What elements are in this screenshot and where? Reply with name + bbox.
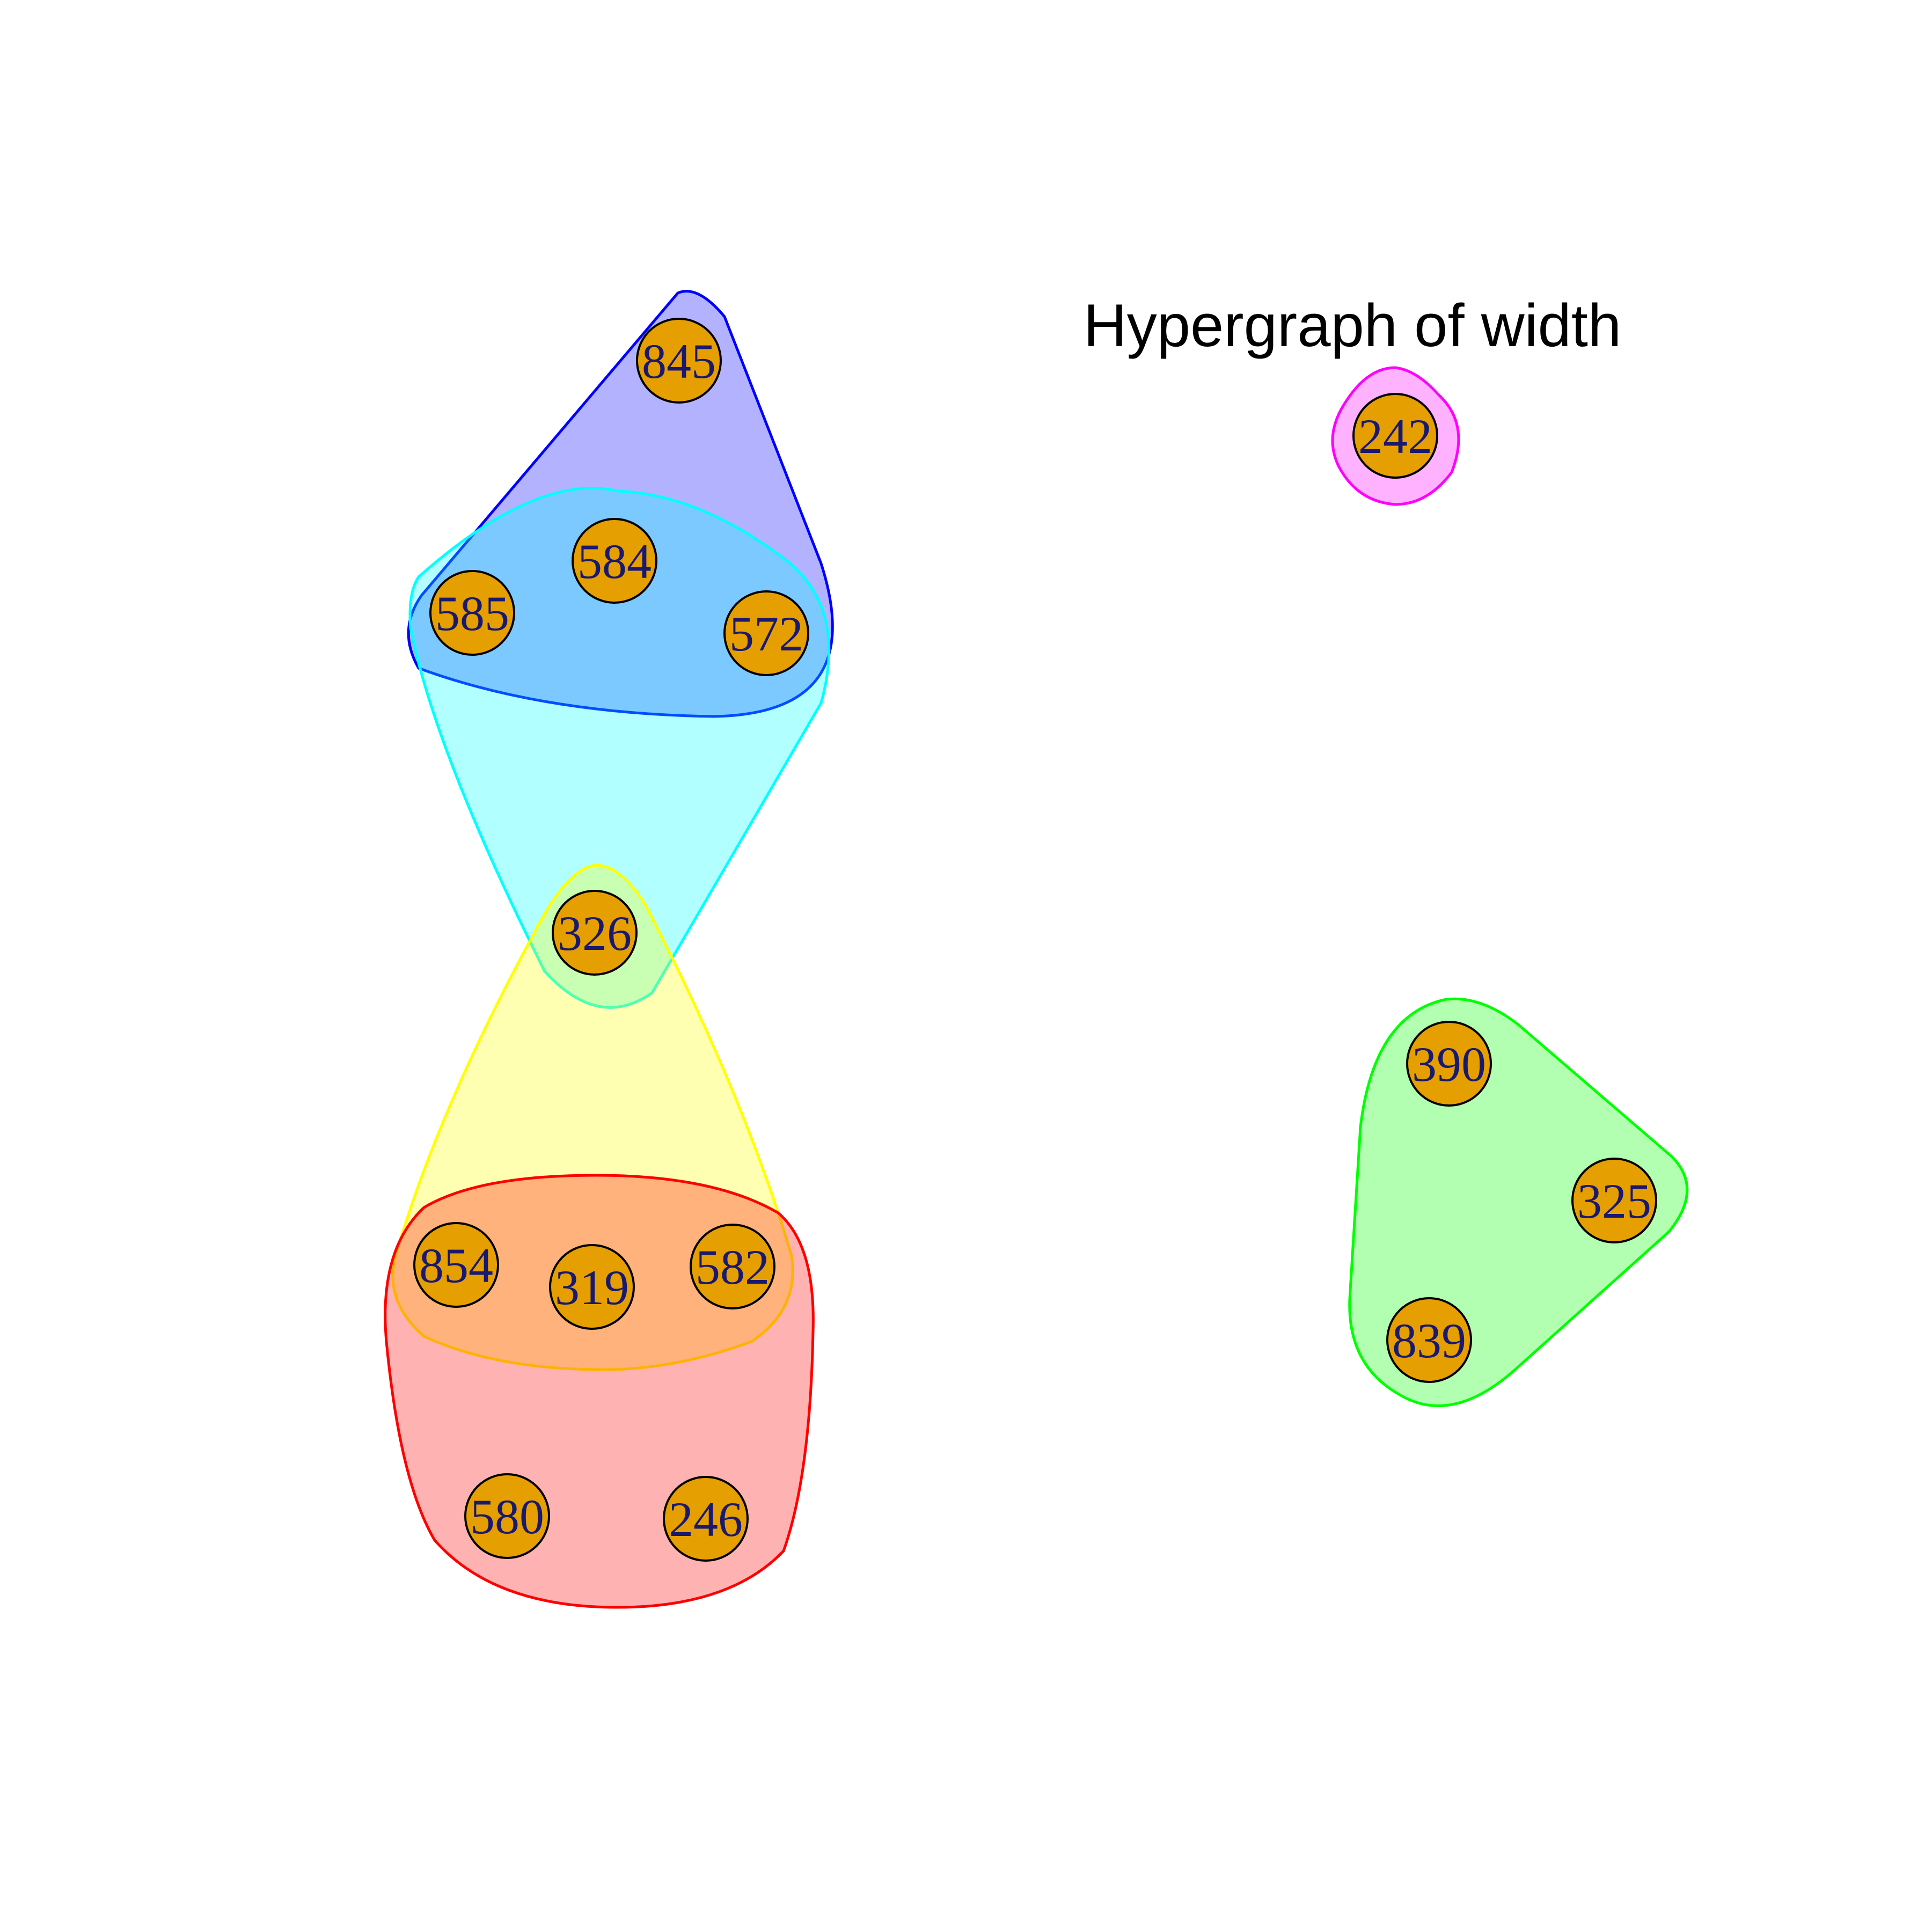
- node-839: 839: [1387, 1298, 1471, 1382]
- node-label: 580: [470, 1489, 544, 1544]
- node-label: 585: [435, 586, 509, 641]
- node-label: 839: [1392, 1313, 1466, 1368]
- node-label: 246: [669, 1492, 743, 1547]
- node-label: 582: [696, 1240, 770, 1294]
- node-325: 325: [1572, 1159, 1656, 1242]
- node-label: 584: [577, 534, 652, 589]
- node-label: 390: [1412, 1037, 1486, 1092]
- node-label: 572: [729, 606, 803, 661]
- node-label: 326: [558, 906, 632, 961]
- diagram-title: Hypergraph of width: [1084, 292, 1621, 359]
- node-label: 854: [419, 1238, 493, 1293]
- node-242: 242: [1353, 394, 1437, 478]
- node-390: 390: [1407, 1022, 1491, 1106]
- node-580: 580: [465, 1474, 549, 1558]
- node-label: 845: [642, 334, 716, 389]
- node-326: 326: [553, 891, 636, 975]
- node-label: 319: [555, 1260, 629, 1315]
- node-845: 845: [637, 319, 721, 402]
- node-319: 319: [550, 1245, 634, 1329]
- node-572: 572: [724, 591, 808, 675]
- node-585: 585: [430, 571, 514, 655]
- node-label: 325: [1577, 1174, 1651, 1228]
- node-584: 584: [573, 519, 656, 603]
- node-854: 854: [414, 1223, 498, 1307]
- node-582: 582: [691, 1225, 774, 1308]
- node-label: 242: [1358, 409, 1432, 464]
- node-246: 246: [664, 1477, 748, 1561]
